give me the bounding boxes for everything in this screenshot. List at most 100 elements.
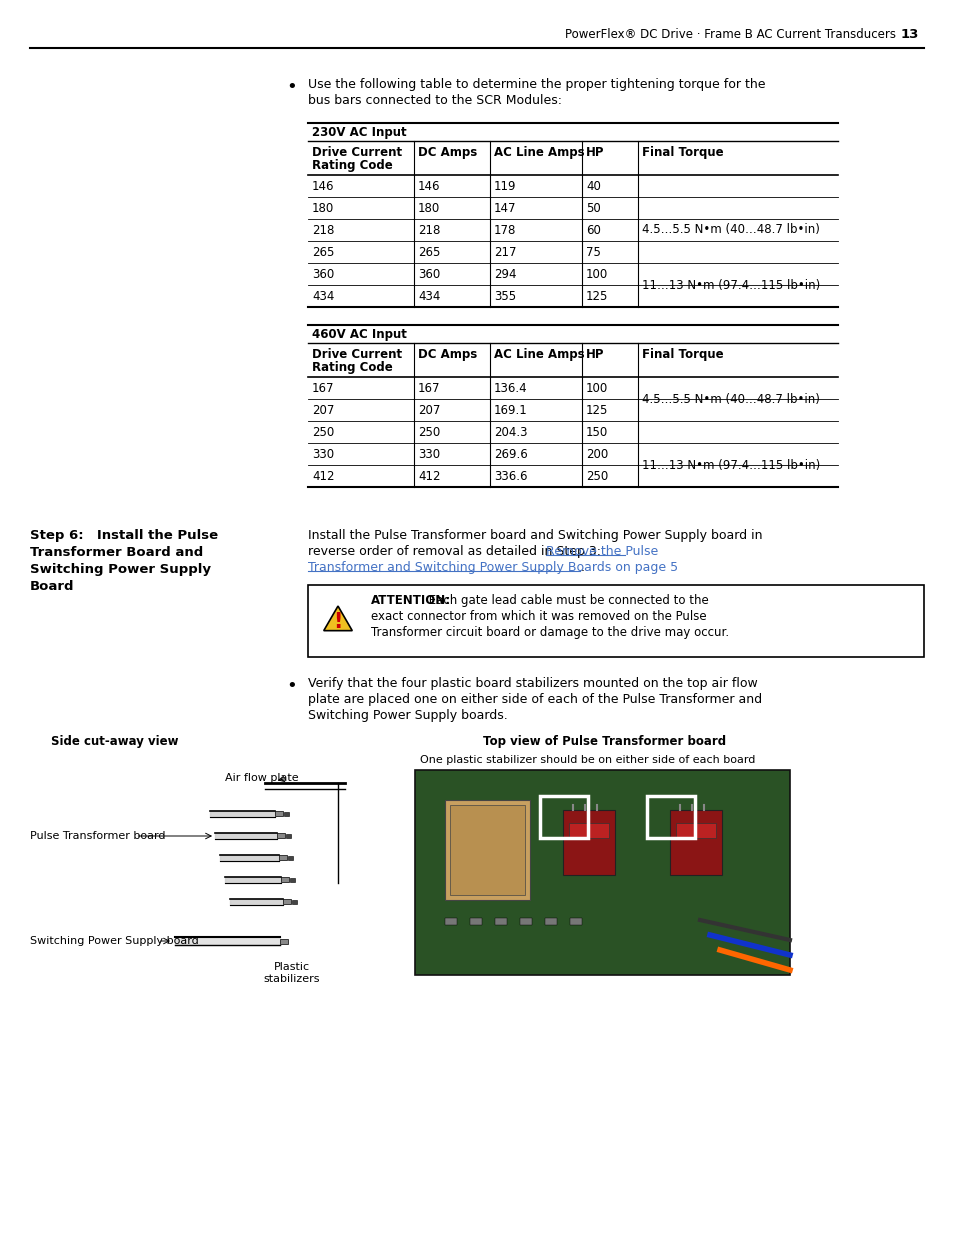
- Text: Pulse Transformer board: Pulse Transformer board: [30, 831, 165, 841]
- Text: 180: 180: [417, 203, 439, 215]
- Bar: [280, 939, 288, 944]
- Text: Each gate lead cable must be connected to the: Each gate lead cable must be connected t…: [425, 594, 708, 606]
- Bar: [284, 811, 289, 816]
- Text: 217: 217: [494, 246, 516, 259]
- Bar: [292, 900, 296, 904]
- Text: 146: 146: [417, 180, 440, 193]
- Text: 200: 200: [585, 448, 608, 461]
- Bar: [544, 918, 557, 925]
- Text: 4.5…5.5 N•m (40…48.7 lb•in): 4.5…5.5 N•m (40…48.7 lb•in): [641, 393, 819, 405]
- Text: 11…13 N•m (97.4…115 lb•in): 11…13 N•m (97.4…115 lb•in): [641, 458, 820, 472]
- Text: 294: 294: [494, 268, 516, 282]
- Text: Transformer and Switching Power Supply Boards on page 5: Transformer and Switching Power Supply B…: [308, 561, 678, 574]
- Bar: [281, 877, 289, 882]
- Text: 167: 167: [312, 382, 335, 395]
- Bar: [676, 823, 716, 839]
- Text: 330: 330: [417, 448, 439, 461]
- Text: reverse order of removal as detailed in Step 3:: reverse order of removal as detailed in …: [308, 545, 604, 558]
- Text: 169.1: 169.1: [494, 404, 527, 417]
- Text: plate are placed one on either side of each of the Pulse Transformer and: plate are placed one on either side of e…: [308, 693, 761, 706]
- Text: 434: 434: [312, 290, 334, 303]
- Bar: [519, 918, 532, 925]
- Bar: [470, 918, 481, 925]
- Bar: [444, 918, 456, 925]
- Text: 460V AC Input: 460V AC Input: [312, 329, 406, 341]
- Text: Final Torque: Final Torque: [641, 348, 723, 361]
- Text: .: .: [579, 561, 583, 574]
- Text: DC Amps: DC Amps: [417, 348, 476, 361]
- Text: !: !: [333, 613, 342, 632]
- Bar: [569, 918, 581, 925]
- Text: Verify that the four plastic board stabilizers mounted on the top air flow: Verify that the four plastic board stabi…: [308, 677, 757, 690]
- Text: Drive Current: Drive Current: [312, 348, 402, 361]
- Text: exact connector from which it was removed on the Pulse: exact connector from which it was remove…: [371, 610, 706, 622]
- Text: AC Line Amps: AC Line Amps: [494, 146, 584, 159]
- Text: 265: 265: [312, 246, 334, 259]
- Text: Use the following table to determine the proper tightening torque for the: Use the following table to determine the…: [308, 78, 764, 91]
- Bar: [450, 805, 524, 895]
- Text: 269.6: 269.6: [494, 448, 527, 461]
- Text: Switching Power Supply board: Switching Power Supply board: [30, 936, 198, 946]
- Text: 100: 100: [585, 268, 608, 282]
- Text: 434: 434: [417, 290, 440, 303]
- Text: 250: 250: [585, 471, 608, 483]
- Bar: [283, 899, 291, 904]
- Text: Drive Current: Drive Current: [312, 146, 402, 159]
- Bar: [276, 832, 285, 839]
- Text: 136.4: 136.4: [494, 382, 527, 395]
- Text: HP: HP: [585, 348, 604, 361]
- Text: 336.6: 336.6: [494, 471, 527, 483]
- Text: Transformer circuit board or damage to the drive may occur.: Transformer circuit board or damage to t…: [371, 626, 728, 638]
- Text: AC Line Amps: AC Line Amps: [494, 348, 584, 361]
- Text: 4.5…5.5 N•m (40…48.7 lb•in): 4.5…5.5 N•m (40…48.7 lb•in): [641, 224, 819, 236]
- Text: PowerFlex® DC Drive · Frame B AC Current Transducers: PowerFlex® DC Drive · Frame B AC Current…: [564, 28, 895, 42]
- Text: Step 6: Install the Pulse: Step 6: Install the Pulse: [30, 529, 218, 542]
- Bar: [495, 918, 506, 925]
- Bar: [278, 855, 287, 860]
- Text: 180: 180: [312, 203, 334, 215]
- Text: 167: 167: [417, 382, 440, 395]
- Bar: [669, 810, 721, 876]
- Text: 11…13 N•m (97.4…115 lb•in): 11…13 N•m (97.4…115 lb•in): [641, 279, 820, 291]
- Bar: [562, 810, 615, 876]
- Text: 250: 250: [312, 426, 334, 438]
- Text: Remove the Pulse: Remove the Pulse: [545, 545, 658, 558]
- Text: DC Amps: DC Amps: [417, 146, 476, 159]
- Text: 250: 250: [417, 426, 439, 438]
- Text: Top view of Pulse Transformer board: Top view of Pulse Transformer board: [483, 735, 726, 748]
- Text: Rating Code: Rating Code: [312, 361, 393, 374]
- Text: 13: 13: [900, 28, 918, 42]
- Bar: [568, 823, 608, 839]
- Text: 119: 119: [494, 180, 516, 193]
- Text: Plastic
stabilizers: Plastic stabilizers: [263, 962, 320, 983]
- Text: 355: 355: [494, 290, 516, 303]
- Text: Final Torque: Final Torque: [641, 146, 723, 159]
- Text: 218: 218: [312, 224, 334, 237]
- Bar: [290, 878, 294, 882]
- Bar: [274, 811, 283, 816]
- Text: One plastic stabilizer should be on either side of each board: One plastic stabilizer should be on eith…: [419, 755, 755, 764]
- Text: 218: 218: [417, 224, 440, 237]
- Text: •: •: [286, 677, 297, 695]
- Text: 125: 125: [585, 290, 608, 303]
- Text: 50: 50: [585, 203, 600, 215]
- Text: 207: 207: [312, 404, 334, 417]
- Text: 125: 125: [585, 404, 608, 417]
- Text: 360: 360: [417, 268, 439, 282]
- Text: 265: 265: [417, 246, 440, 259]
- Text: Switching Power Supply boards.: Switching Power Supply boards.: [308, 709, 507, 722]
- Text: 412: 412: [417, 471, 440, 483]
- Text: 178: 178: [494, 224, 516, 237]
- Text: 150: 150: [585, 426, 608, 438]
- Text: 330: 330: [312, 448, 334, 461]
- Text: 204.3: 204.3: [494, 426, 527, 438]
- Text: 147: 147: [494, 203, 516, 215]
- Text: Board: Board: [30, 580, 74, 593]
- Text: 207: 207: [417, 404, 440, 417]
- Text: bus bars connected to the SCR Modules:: bus bars connected to the SCR Modules:: [308, 94, 561, 107]
- Text: 100: 100: [585, 382, 608, 395]
- Polygon shape: [323, 606, 352, 631]
- Text: 230V AC Input: 230V AC Input: [312, 126, 406, 140]
- Text: Side cut-away view: Side cut-away view: [51, 735, 178, 748]
- Text: HP: HP: [585, 146, 604, 159]
